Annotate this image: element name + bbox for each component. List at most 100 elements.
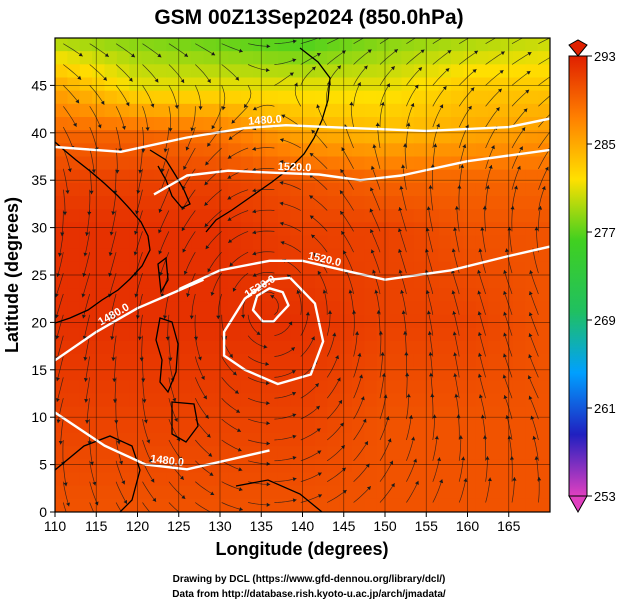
- streamline: [168, 106, 172, 132]
- heat-cell: [352, 472, 365, 487]
- streamline: [377, 122, 381, 149]
- heat-cell: [512, 235, 526, 250]
- streamline: [484, 435, 487, 461]
- heat-cell: [389, 38, 403, 52]
- streamline: [379, 373, 385, 399]
- heat-cell: [352, 288, 365, 302]
- streamline: [538, 166, 549, 190]
- streamline-arrowhead: [311, 66, 316, 71]
- streamline: [353, 331, 358, 357]
- streamline: [195, 64, 211, 84]
- heat-cell: [537, 169, 550, 184]
- streamline: [184, 252, 196, 275]
- heat-cell: [376, 64, 390, 79]
- heat-cell: [215, 301, 229, 316]
- heat-cell: [154, 472, 167, 487]
- streamline: [478, 311, 486, 336]
- heat-cell: [426, 340, 440, 355]
- streamline-arrowhead: [227, 175, 232, 179]
- heat-cell: [364, 327, 378, 342]
- streamline: [300, 472, 322, 483]
- heat-cell: [463, 143, 477, 158]
- heat-cell: [376, 485, 390, 500]
- heat-cell: [488, 433, 502, 447]
- heat-cell: [79, 51, 93, 65]
- streamline-arrowhead: [429, 372, 434, 377]
- heat-cell: [488, 209, 502, 223]
- streamline-arrowhead: [203, 395, 207, 400]
- colorbar-top-arrow: [568, 39, 588, 57]
- streamline: [379, 330, 382, 357]
- heat-cell: [215, 90, 229, 105]
- streamline-arrowhead: [160, 293, 165, 298]
- heat-cell: [512, 314, 526, 329]
- heat-cell: [215, 103, 229, 118]
- heat-cell: [240, 248, 254, 263]
- streamline: [142, 398, 147, 424]
- heat-cell: [290, 393, 304, 408]
- streamline: [247, 397, 270, 404]
- streamline: [458, 87, 475, 107]
- heat-cell: [228, 327, 242, 342]
- heat-cell: [92, 156, 106, 171]
- streamline-arrowhead: [359, 374, 363, 379]
- heat-cell: [290, 196, 304, 210]
- heat-cell: [178, 235, 192, 250]
- heat-cell: [191, 472, 205, 487]
- streamline-arrowhead: [185, 146, 190, 151]
- heat-cell: [488, 485, 502, 500]
- x-axis-label: Longitude (degrees): [215, 539, 388, 559]
- heat-cell: [314, 380, 328, 395]
- heat-cell: [525, 77, 539, 92]
- heat-cell: [203, 64, 217, 79]
- streamline: [458, 456, 464, 482]
- streamline-arrowhead: [189, 315, 194, 320]
- streamline-arrowhead: [183, 165, 187, 170]
- heat-cell: [389, 498, 403, 512]
- streamline: [247, 356, 270, 365]
- heat-cell: [389, 406, 403, 421]
- heat-cell: [154, 419, 167, 434]
- heat-cell: [104, 393, 118, 408]
- streamline: [63, 106, 77, 127]
- heat-cell: [302, 485, 316, 500]
- streamline: [221, 43, 243, 53]
- heat-cell: [525, 117, 539, 131]
- streamline-arrowhead: [73, 122, 77, 127]
- heat-cell: [327, 196, 341, 210]
- heat-cell: [178, 340, 192, 355]
- heat-cell: [141, 354, 155, 368]
- heat-cell: [277, 64, 291, 79]
- heat-cell: [339, 380, 353, 395]
- streamline: [89, 168, 92, 195]
- heat-cell: [438, 51, 452, 65]
- streamline-arrowhead: [425, 227, 430, 232]
- heat-cell: [500, 77, 514, 92]
- streamline-arrowhead: [229, 353, 233, 358]
- streamline-arrowhead: [523, 108, 528, 113]
- heat-cell: [240, 51, 254, 65]
- streamline: [158, 189, 170, 213]
- streamline: [109, 231, 117, 257]
- heat-cell: [277, 130, 291, 144]
- heat-cell: [475, 51, 489, 65]
- heat-cell: [92, 380, 106, 395]
- streamline: [252, 209, 275, 213]
- heat-cell: [376, 209, 390, 223]
- heat-cell: [290, 498, 304, 512]
- streamline: [375, 289, 381, 315]
- streamline: [406, 84, 419, 107]
- colorbar-tick-label: 269: [594, 313, 616, 328]
- streamline-arrowhead: [341, 231, 345, 235]
- streamline: [195, 502, 212, 512]
- heat-cell: [512, 301, 526, 316]
- heat-cell: [277, 433, 291, 447]
- heat-cell: [228, 248, 242, 263]
- streamline-arrowhead: [280, 138, 284, 143]
- heat-cell: [265, 64, 279, 79]
- heat-cell: [67, 156, 81, 171]
- heat-cell: [475, 459, 489, 474]
- heat-cell: [451, 51, 464, 65]
- coastline-japan: [205, 47, 331, 233]
- streamline-arrowhead: [398, 269, 403, 274]
